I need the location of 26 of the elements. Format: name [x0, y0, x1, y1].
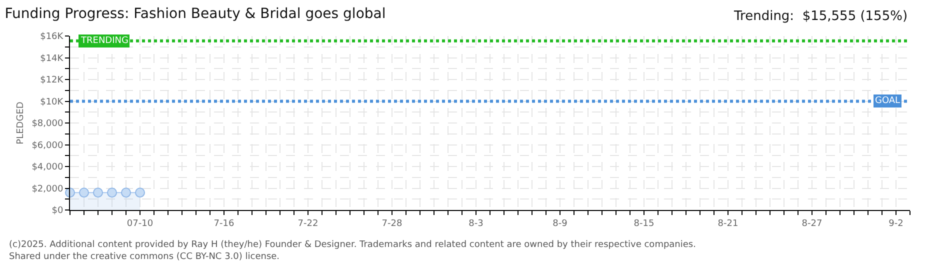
text: Trending: $15,555 (155%)	[733, 9, 908, 24]
x-tick-label: 7-22	[298, 218, 318, 229]
x-tick-label: 8-3	[468, 218, 484, 229]
ref-line-label: TRENDING	[80, 36, 128, 46]
x-tick-label: 8-9	[552, 218, 568, 229]
y-tick-label: $12K	[40, 76, 64, 86]
y-tick-label: $14K	[40, 54, 64, 64]
text: Shared under the creative commons (CC BY-NC 3.0) license.	[9, 252, 280, 262]
x-tick-label: 07-10	[126, 218, 154, 229]
y-tick-label: $0	[52, 206, 64, 216]
y-tick-label: $16K	[40, 32, 64, 42]
x-tick-label: 7-28	[382, 218, 402, 229]
y-axis-title: PLEDGED	[16, 102, 26, 144]
x-tick-label: 8-15	[634, 218, 654, 229]
y-tick-label: $4,000	[32, 162, 64, 173]
ref-line-label: GOAL	[875, 96, 900, 106]
x-tick-label: 8-21	[718, 218, 738, 229]
chart-title: Funding Progress: Fashion Beauty & Bridal goes global	[4, 6, 386, 22]
y-tick-label: $8,000	[32, 119, 64, 130]
x-tick-label: 9-2	[888, 218, 904, 229]
y-tick-label: $6,000	[32, 140, 64, 151]
text: (c)2025. Additional content provided by Ray H (they/he) Founder & Designer. Trademarks and related content are owned by their respective companies.	[9, 240, 696, 250]
y-tick-label: $10K	[40, 97, 64, 108]
x-tick-label: 7-16	[214, 218, 234, 229]
y-tick-label: $2,000	[32, 184, 64, 194]
x-tick-label: 8-27	[802, 218, 822, 229]
